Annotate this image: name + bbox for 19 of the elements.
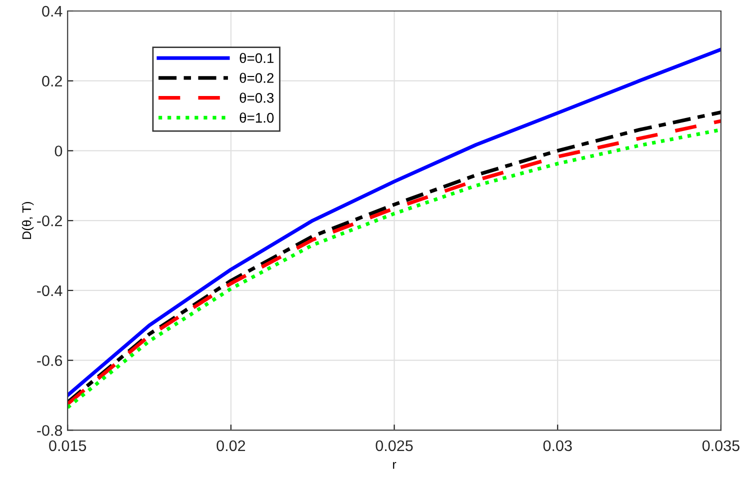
legend-label: θ=0.1 <box>240 52 274 64</box>
legend-label: θ=0.2 <box>240 72 274 83</box>
y-tick-label: 0 <box>54 146 62 156</box>
y-tick-label: -0.4 <box>37 285 62 296</box>
x-tick-label: 0.035 <box>702 440 740 452</box>
y-tick-label: -0.8 <box>37 425 62 436</box>
x-tick-label: 0.03 <box>543 440 572 452</box>
y-axis-title: D(θ, T) <box>22 202 34 239</box>
y-tick-label: 0.2 <box>42 76 62 87</box>
legend-label: θ=1.0 <box>240 112 274 123</box>
legend-label: θ=0.3 <box>240 92 274 103</box>
x-axis-title: r <box>393 462 396 469</box>
line-series <box>68 48 721 398</box>
y-tick-label: 0.4 <box>42 6 62 17</box>
x-tick-label: 0.015 <box>49 440 86 452</box>
y-tick-label: -0.2 <box>37 215 62 226</box>
x-tick-label: 0.025 <box>376 440 413 452</box>
x-tick-label: 0.02 <box>216 440 246 452</box>
y-tick-label: -0.6 <box>37 355 62 366</box>
